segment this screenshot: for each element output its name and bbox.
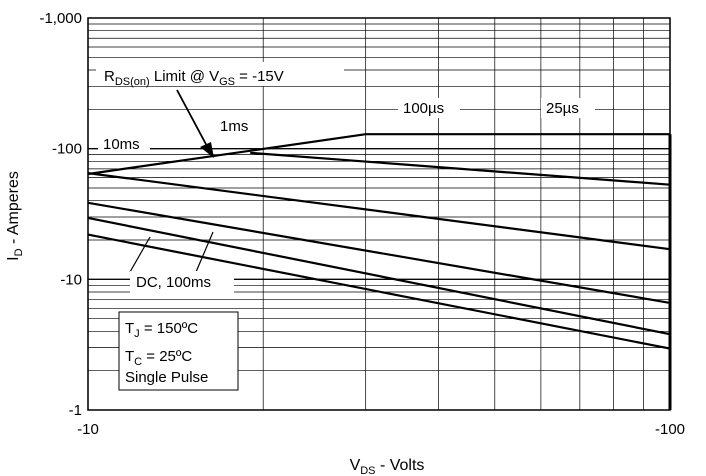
svg-text:RDS(on) Limit @ VGS = -15V: RDS(on) Limit @ VGS = -15V: [104, 68, 284, 88]
plot-border: [87, 17, 671, 411]
tc-condition: TC = 25ºC: [125, 348, 192, 368]
soa-curve-5: [87, 172, 671, 251]
curves: [87, 133, 672, 410]
y-tick-label: -10: [60, 271, 82, 288]
grid-minor: [88, 18, 670, 410]
y-axis-title-rest: - Amperes: [5, 171, 22, 248]
label-25us: 25µs: [541, 98, 595, 118]
soa-curve-7: [87, 216, 671, 336]
label-100us-text: 100µs: [403, 100, 444, 117]
single-pulse-label: Single Pulse: [125, 369, 208, 386]
rds-label-end: = -15V: [235, 68, 284, 85]
label-dc-100ms: DC, 100ms: [129, 231, 234, 293]
y-tick-label: -1: [69, 402, 82, 419]
tick-labels: -10 -100 -1 -10 -100 -1,000: [39, 10, 685, 438]
y-axis-title-main: I: [5, 256, 22, 260]
rds-limit-arrow: [176, 89, 214, 158]
x-tick-label: -100: [655, 421, 685, 438]
y-axis-title-sub: D: [13, 248, 25, 256]
label-dc-text: DC, 100ms: [136, 274, 211, 291]
label-1ms: 1ms: [216, 116, 258, 136]
soa-curve-8: [87, 233, 671, 350]
y-tick-label: -100: [52, 141, 82, 158]
x-axis-title-rest: - Volts: [376, 457, 425, 474]
rds-label-main: R: [104, 68, 115, 85]
rds-limit-label: RDS(on) Limit @ VGS = -15V: [96, 62, 344, 88]
soa-curve-1: [87, 133, 366, 176]
rds-label-mid: Limit @ V: [150, 68, 219, 85]
x-axis-title-main: V: [350, 457, 361, 474]
soa-curve-6: [87, 201, 671, 304]
rds-label-sub2: GS: [219, 76, 235, 88]
label-100us: 100µs: [398, 98, 460, 118]
x-tick-label: -10: [77, 421, 99, 438]
tj-condition: TJ = 150ºC: [125, 320, 198, 340]
rds-label-sub: DS(on): [115, 76, 150, 88]
y-axis-title: ID - Amperes: [5, 171, 25, 261]
y-tick-label: -1,000: [39, 10, 82, 27]
conditions-box: TJ = 150ºC TC = 25ºC Single Pulse: [118, 311, 239, 391]
label-25us-text: 25µs: [546, 100, 579, 117]
label-10ms-text: 10ms: [103, 136, 140, 153]
x-axis-title: VDS - Volts: [350, 457, 425, 476]
label-1ms-text: 1ms: [220, 118, 248, 135]
label-10ms: 10ms: [98, 134, 150, 154]
x-axis-title-sub: DS: [360, 465, 375, 476]
soa-curve-4: [250, 151, 671, 186]
